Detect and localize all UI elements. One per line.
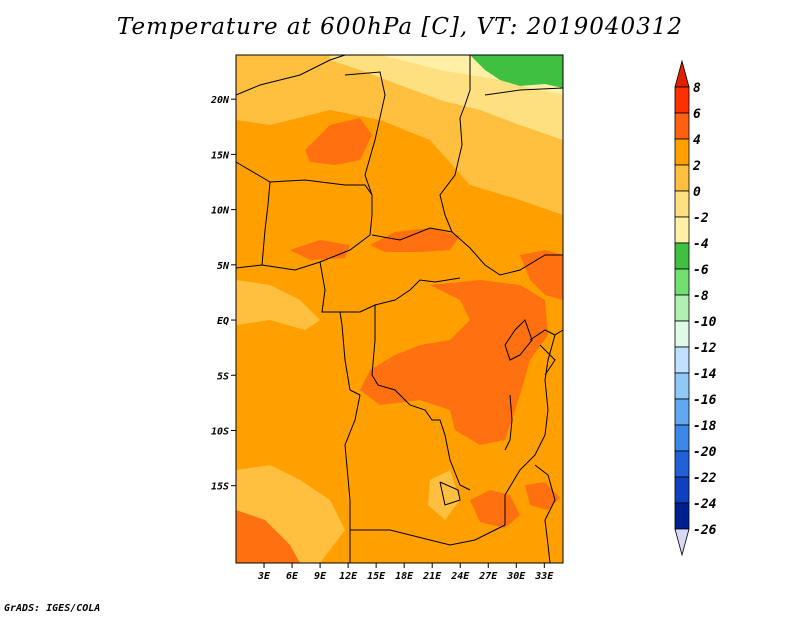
colorbar-segment bbox=[674, 346, 690, 374]
colorbar-label: -26 bbox=[693, 523, 717, 538]
lon-tick-label: 3E bbox=[257, 571, 271, 582]
colorbar-label: 4 bbox=[693, 133, 701, 148]
lat-tick-label: 10S bbox=[211, 426, 229, 437]
colorbar-label: -8 bbox=[693, 289, 709, 304]
lon-tick-label: 21E bbox=[422, 571, 442, 582]
lon-tick-label: 27E bbox=[478, 571, 498, 582]
temperature-band-4-6-patch bbox=[360, 280, 548, 445]
colorbar-segment bbox=[674, 450, 690, 478]
colorbar-segment bbox=[674, 242, 690, 270]
lon-tick-label: 6E bbox=[286, 571, 299, 582]
country-borders bbox=[235, 54, 564, 564]
lon-tick-label: 33E bbox=[534, 571, 554, 582]
colorbar-label: -10 bbox=[693, 315, 717, 330]
colorbar-segment bbox=[674, 164, 690, 192]
colorbar-segment bbox=[674, 476, 690, 504]
colorbar-segment bbox=[674, 424, 690, 452]
temperature-band-neg6-neg4-patch bbox=[470, 55, 563, 88]
colorbar-segment bbox=[674, 268, 690, 296]
lat-tick-label: 5N bbox=[217, 261, 230, 272]
grads-credit: GrADS: IGES/COLA bbox=[4, 603, 101, 614]
lat-tick-label: 15N bbox=[211, 150, 230, 161]
colorbar-segment bbox=[674, 294, 690, 322]
colorbar-label: -18 bbox=[693, 419, 717, 434]
lon-tick-label: 12E bbox=[339, 571, 358, 582]
colorbar-label: 0 bbox=[693, 185, 701, 200]
colorbar-label: -22 bbox=[693, 471, 717, 486]
colorbar-label: 2 bbox=[692, 159, 701, 174]
colorbar-bottom-arrow bbox=[674, 528, 690, 557]
colorbar-segment bbox=[674, 398, 690, 426]
colorbar-label: -12 bbox=[693, 341, 717, 356]
lon-tick-label: 15E bbox=[367, 571, 386, 582]
temperature-band-0-2-patch bbox=[428, 470, 460, 520]
colorbar-label: -2 bbox=[693, 211, 709, 226]
lon-tick-label: 24E bbox=[450, 571, 470, 582]
temperature-band-4-6-patch bbox=[520, 250, 563, 300]
longitude-axis: 3E 6E 9E 12E 15E 18E 21E 24E 27E 30E 33E bbox=[257, 563, 554, 582]
temperature-band-0-2-west bbox=[236, 280, 320, 330]
lat-tick-label: 10N bbox=[211, 206, 230, 217]
chart-title: Temperature at 600hPa [C], VT: 201904031… bbox=[116, 14, 684, 40]
colorbar-label: -24 bbox=[693, 497, 717, 512]
lon-tick-label: 9E bbox=[314, 571, 327, 582]
colorbar-segment bbox=[674, 502, 690, 530]
colorbar-segment bbox=[674, 138, 690, 166]
colorbar-top-arrow bbox=[674, 59, 690, 88]
temperature-band-4-6-patch bbox=[290, 240, 350, 260]
colorbar-label: -14 bbox=[693, 367, 717, 382]
temperature-band-4-6-patch bbox=[305, 118, 372, 165]
temperature-band-4-6-southwest bbox=[236, 510, 300, 563]
colorbar-label: -4 bbox=[693, 237, 709, 252]
colorbar-label: 6 bbox=[693, 107, 701, 122]
colorbar-label: -16 bbox=[693, 393, 717, 408]
colorbar-label: -6 bbox=[693, 263, 709, 278]
lon-tick-label: 18E bbox=[395, 571, 414, 582]
colorbar-segment bbox=[674, 216, 690, 244]
lon-tick-label: 30E bbox=[506, 571, 526, 582]
colorbar-segment bbox=[674, 372, 690, 400]
temperature-band-4-6-patch bbox=[525, 482, 560, 510]
temperature-band-4-6-patch bbox=[470, 490, 520, 528]
colorbar-segment bbox=[674, 86, 690, 114]
colorbar-label: 8 bbox=[693, 81, 701, 96]
map-frame bbox=[235, 54, 564, 564]
lat-tick-label: EQ bbox=[217, 316, 229, 327]
lat-tick-label: 15S bbox=[211, 482, 229, 493]
colorbar-label: -20 bbox=[693, 445, 717, 460]
colorbar-segment bbox=[674, 190, 690, 218]
latitude-axis: 20N 15N 10N 5N EQ 5S 10S 15S bbox=[210, 95, 236, 493]
colorbar: 8 6 4 2 0 -2 -4 -6 -8 -10 -12 -14 -16 -18 -20 -22 -24 -26 bbox=[674, 59, 717, 557]
lat-tick-label: 5S bbox=[217, 371, 229, 382]
colorbar-segment bbox=[674, 112, 690, 140]
temperature-band-4-6-patch bbox=[370, 228, 460, 252]
lat-tick-label: 20N bbox=[210, 95, 230, 106]
colorbar-segment bbox=[674, 320, 690, 348]
